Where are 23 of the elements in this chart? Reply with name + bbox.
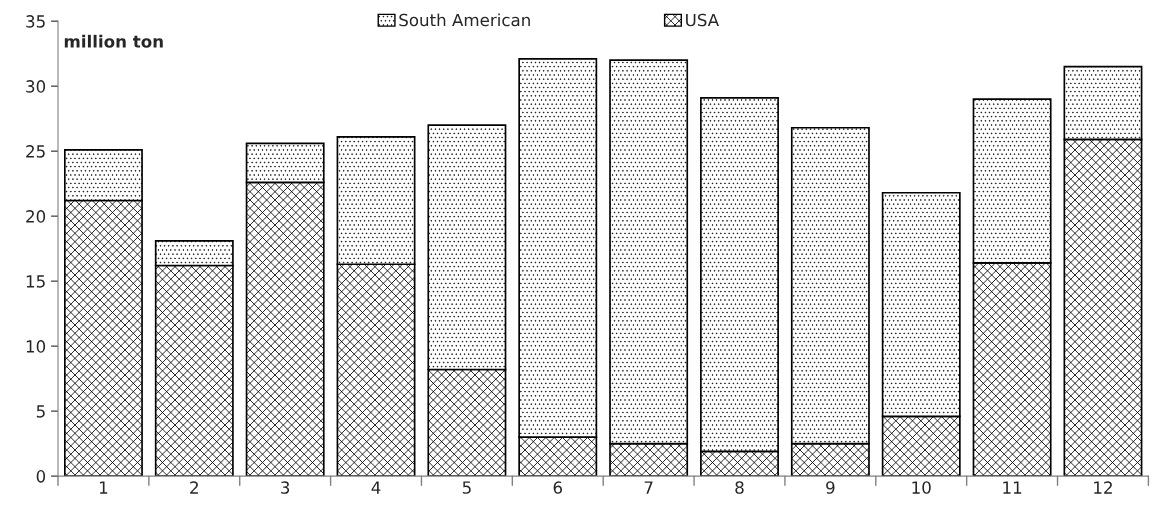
y-axis-title: million ton bbox=[64, 34, 163, 48]
y-tick-label: 10 bbox=[26, 340, 46, 353]
x-tick-label: 7 bbox=[644, 481, 653, 494]
y-tick-label: 5 bbox=[36, 405, 45, 418]
x-tick-label: 8 bbox=[735, 481, 744, 494]
y-tick-label: 25 bbox=[26, 145, 45, 158]
x-tick-label: 6 bbox=[553, 481, 563, 494]
x-tick-label: 4 bbox=[371, 481, 381, 494]
y-tick-label: 20 bbox=[26, 210, 46, 223]
x-tick-label: 5 bbox=[462, 481, 471, 494]
x-tick-label: 12 bbox=[1094, 481, 1112, 494]
x-tick-label: 11 bbox=[1003, 481, 1022, 494]
x-tick-label: 1 bbox=[99, 481, 108, 494]
x-tick-label: 10 bbox=[912, 481, 931, 494]
x-tick-label: 3 bbox=[281, 481, 290, 494]
legend-label: South American bbox=[399, 13, 530, 27]
y-tick-label: 0 bbox=[36, 470, 46, 483]
legend-label: USA bbox=[686, 13, 719, 27]
x-tick-label: 2 bbox=[190, 481, 198, 494]
y-tick-label: 35 bbox=[26, 15, 45, 28]
y-tick-label: 30 bbox=[26, 80, 46, 93]
y-tick-label: 15 bbox=[26, 275, 45, 288]
x-tick-label: 9 bbox=[826, 481, 835, 494]
